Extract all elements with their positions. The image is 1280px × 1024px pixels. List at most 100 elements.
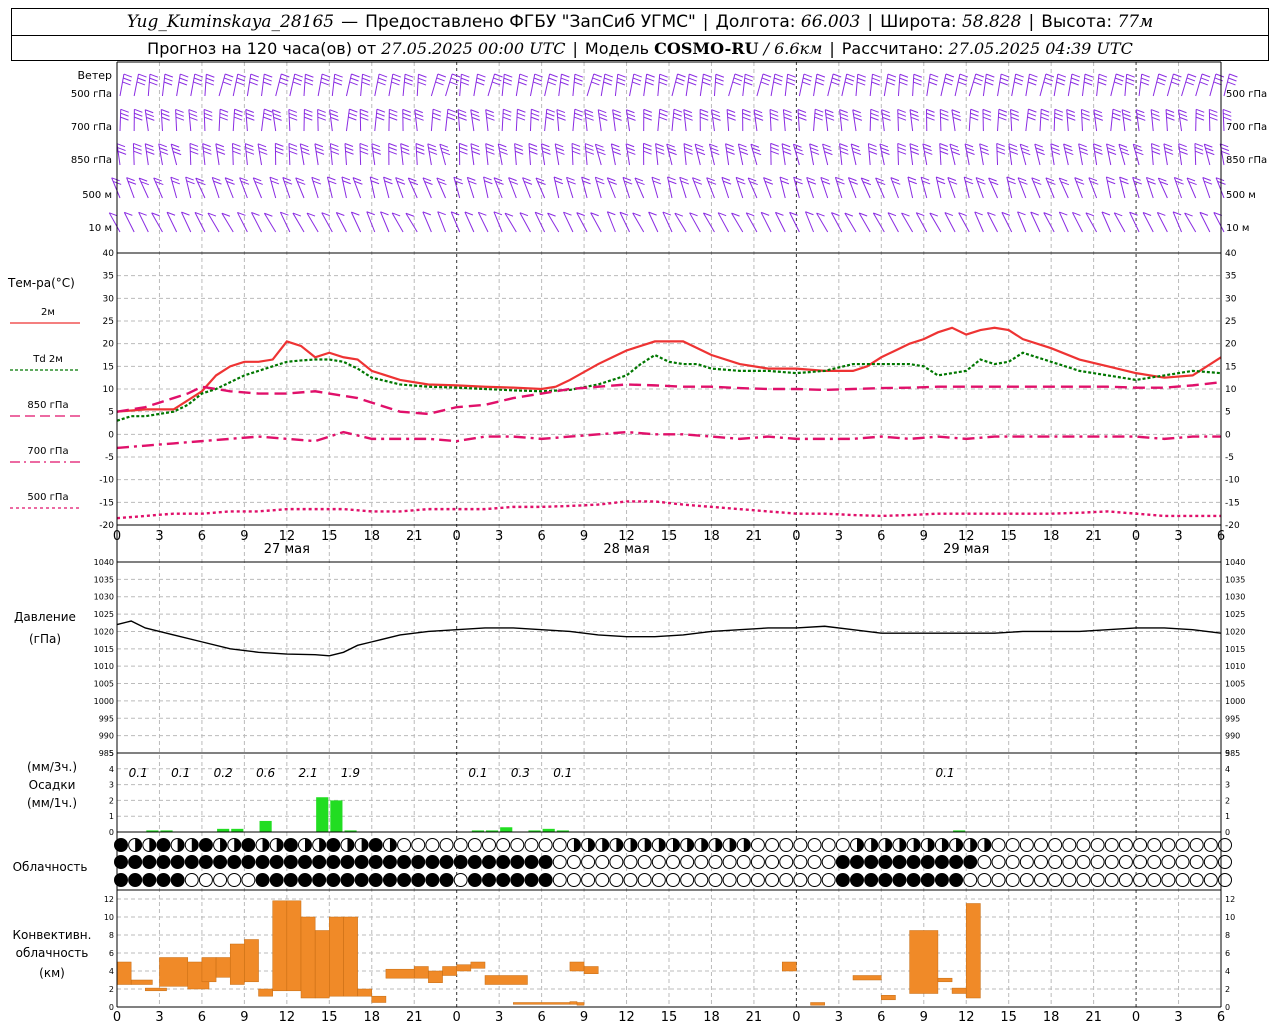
hour-tick-label: 9 (580, 1010, 588, 1024)
wind-barb (1177, 109, 1183, 132)
cloud-symbol (623, 855, 638, 869)
wind-barb-flag (282, 177, 291, 181)
wind-barb (997, 109, 1000, 132)
wind-barb (487, 73, 496, 97)
y-tick-label: 990 (99, 732, 114, 741)
cloud-symbol (835, 838, 850, 852)
y-tick-label: 12 (104, 895, 114, 904)
wind-barb-flag (545, 116, 555, 121)
wind-barb-flag (485, 146, 495, 151)
y-tick-label: 1040 (1225, 558, 1245, 567)
wind-barb-flag (1222, 108, 1232, 113)
convective-bar (781, 961, 797, 972)
wind-barb (1118, 144, 1126, 166)
wind-barb-flag (970, 112, 979, 117)
cloud-symbol (283, 838, 298, 852)
y-tick-label: 4 (1225, 765, 1230, 774)
wind-barb-flag (389, 108, 398, 113)
wind-barb-flag (519, 212, 529, 217)
wind-barb-flag (806, 176, 815, 181)
wind-barb-flag (304, 81, 314, 86)
wind-barb-flag (486, 150, 495, 155)
wind-barb (774, 212, 786, 233)
wind-barb-flag (359, 142, 369, 147)
wind-barb (528, 143, 531, 166)
cloud-symbol (453, 873, 468, 887)
cloud-symbol (128, 855, 143, 869)
wind-level-left: 10 м (89, 223, 112, 234)
wind-barb-flag (825, 109, 834, 114)
wind-barb-flag (1175, 180, 1184, 185)
wind-barb-flag (514, 146, 524, 151)
wind-barb-flag (593, 73, 602, 78)
precip-bar (316, 797, 329, 832)
y-tick-label: 25 (103, 317, 114, 327)
wind-barb-flag (172, 151, 182, 156)
wind-barb (745, 212, 758, 233)
wind-barb-flag (1206, 151, 1215, 156)
wind-barb-flag (897, 150, 907, 155)
wind-barb-flag (952, 113, 961, 118)
wind-barb-flag (1151, 143, 1160, 148)
wind-barb-flag (1229, 73, 1238, 78)
y-tick-label: 35 (103, 272, 114, 282)
y-tick-label: 5 (1225, 749, 1230, 758)
wind-barb-flag (951, 151, 960, 156)
wind-barb-flag (422, 177, 432, 182)
cloud-symbol (482, 838, 496, 852)
wind-barb-flag (643, 150, 652, 155)
wind-barb-flag (193, 81, 202, 86)
wind-barb-flag (939, 146, 949, 151)
wind-barb (1150, 109, 1154, 132)
wind-barb (329, 109, 333, 132)
cloud-symbol-half (743, 838, 751, 852)
y-tick-label: 1 (109, 812, 114, 821)
cloud-symbol (878, 855, 893, 869)
precip-3h-label: 0.6 (256, 766, 275, 780)
wind-barb-flag (1195, 116, 1205, 121)
wind-barb-flag (134, 116, 143, 121)
wind-barb (1088, 177, 1098, 199)
wind-barb (345, 73, 352, 97)
wind-barb-flag (1133, 143, 1142, 148)
wind-barb-flag (1223, 112, 1232, 117)
convective-bar (470, 961, 486, 969)
wind-barb (711, 109, 715, 132)
wind-barb (195, 177, 206, 199)
wind-barb (374, 109, 378, 132)
wind-barb-flag (388, 150, 397, 155)
cloud-symbol (1203, 838, 1218, 852)
wind-barb (671, 73, 679, 97)
wind-barb-flag (752, 151, 762, 156)
y-tick-label: 1010 (94, 662, 114, 671)
convective-bar (965, 903, 981, 999)
wind-level-right: 500 гПа (1226, 89, 1267, 100)
wind-barb (1129, 212, 1140, 233)
y-tick-label: 990 (1225, 732, 1240, 741)
wind-barb-flag (988, 177, 997, 182)
hour-tick-label: 0 (453, 1010, 461, 1024)
wind-barb-flag (611, 147, 621, 152)
cloud-symbol-half (616, 838, 623, 852)
wind-barb-flag (204, 116, 213, 121)
wind-barb-flag (839, 146, 849, 151)
wind-barb-flag (695, 147, 705, 152)
wind-level-right: 10 м (1226, 223, 1249, 234)
wind-barb (350, 211, 362, 233)
wind-barb-flag (1040, 116, 1049, 121)
wind-barb-flag (232, 146, 241, 151)
wind-barb (1071, 212, 1083, 233)
wind-barb-flag (770, 116, 779, 121)
wind-barb (108, 212, 121, 233)
wind-barb-flag (1151, 112, 1160, 117)
cloud-symbol (1118, 873, 1133, 887)
wind-barb-flag (659, 108, 668, 113)
wind-barb-flag (980, 147, 989, 152)
wind-barb (366, 211, 376, 233)
wind-barb-flag (1202, 177, 1211, 181)
cloud-symbol (198, 855, 213, 869)
wind-barb-flag (372, 150, 382, 155)
cloud-symbol (142, 873, 157, 887)
precip-bar (330, 800, 343, 832)
y-tick-label: 10 (1225, 913, 1235, 922)
